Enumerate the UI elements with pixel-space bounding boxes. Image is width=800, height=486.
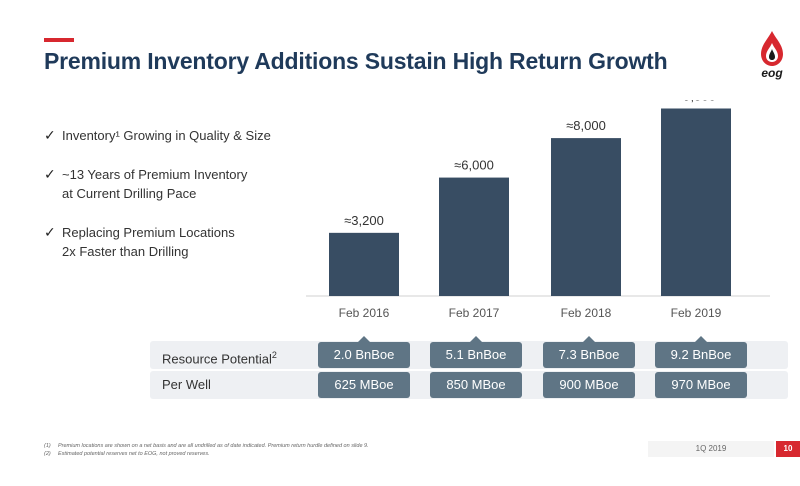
- resource-potential-value: 5.1 BnBoe: [430, 336, 522, 368]
- title-accent-line: [44, 38, 74, 42]
- checkmark-icon: ✓: [44, 166, 56, 182]
- resource-potential-value: 2.0 BnBoe: [318, 336, 410, 368]
- chart-bar: [329, 232, 399, 296]
- flame-drop-icon: [761, 31, 783, 66]
- bullet-text: Replacing Premium Locations 2x Faster th…: [62, 225, 235, 259]
- bullet-item: ✓ Replacing Premium Locations 2x Faster …: [44, 223, 294, 261]
- per-well-value: 850 MBoe: [430, 372, 522, 398]
- resource-potential-label: Resource Potential2: [162, 341, 277, 373]
- footnote: (2) Estimated potential reserves net to E…: [44, 450, 369, 458]
- footnote-text: Estimated potential reserves net to EOG,…: [58, 451, 210, 457]
- chart-bar: [551, 138, 621, 296]
- per-well-value: 900 MBoe: [543, 372, 635, 398]
- footnote-number: (1): [44, 443, 51, 449]
- bullet-text: ~13 Years of Premium Inventory at Curren…: [62, 167, 248, 201]
- footnote-text: Premium locations are shown on a net bas…: [58, 443, 369, 449]
- page-number: 10: [776, 441, 800, 457]
- bar-data-label: ≈9,500: [676, 100, 716, 103]
- resource-potential-footnote-ref: 2: [271, 350, 277, 360]
- logo-text: eog: [761, 66, 783, 80]
- x-tick-label: Feb 2016: [339, 306, 390, 320]
- resource-potential-value: 7.3 BnBoe: [543, 336, 635, 368]
- footnote: (1) Premium locations are shown on a net …: [44, 442, 369, 450]
- per-well-value: 970 MBoe: [655, 372, 747, 398]
- page-title: Premium Inventory Additions Sustain High…: [44, 48, 668, 74]
- x-tick-label: Feb 2017: [449, 306, 500, 320]
- footnote-number: (2): [44, 451, 51, 457]
- x-tick-label: Feb 2018: [561, 306, 612, 320]
- quarter-label: 1Q 2019: [648, 441, 774, 457]
- resource-potential-label-text: Resource Potential: [162, 351, 272, 367]
- bar-data-label: ≈3,200: [344, 213, 384, 228]
- chart-svg: ≈3,200 Feb 2016 ≈6,000 Feb 2017 ≈8,000 Feb 20…: [306, 100, 770, 320]
- chart-bar: [661, 108, 731, 296]
- checkmark-icon: ✓: [44, 127, 56, 143]
- bullet-item: ✓ Inventory¹ Growing in Quality & Size: [44, 126, 294, 145]
- eog-logo: eog: [754, 30, 790, 80]
- bullet-list: ✓ Inventory¹ Growing in Quality & Size ✓…: [44, 126, 294, 281]
- bullet-text: Inventory¹ Growing in Quality & Size: [62, 128, 271, 143]
- checkmark-icon: ✓: [44, 224, 56, 240]
- bar-data-label: ≈8,000: [566, 118, 606, 133]
- per-well-value: 625 MBoe: [318, 372, 410, 398]
- bar-data-label: ≈6,000: [454, 158, 494, 173]
- footnotes: (1) Premium locations are shown on a net …: [44, 442, 369, 458]
- resource-potential-value: 9.2 BnBoe: [655, 336, 747, 368]
- chart-bar: [439, 177, 509, 296]
- x-tick-label: Feb 2019: [671, 306, 722, 320]
- per-well-label: Per Well: [162, 377, 211, 392]
- inventory-bar-chart: ≈3,200 Feb 2016 ≈6,000 Feb 2017 ≈8,000 Feb 20…: [300, 100, 790, 330]
- bullet-item: ✓ ~13 Years of Premium Inventory at Curr…: [44, 165, 294, 203]
